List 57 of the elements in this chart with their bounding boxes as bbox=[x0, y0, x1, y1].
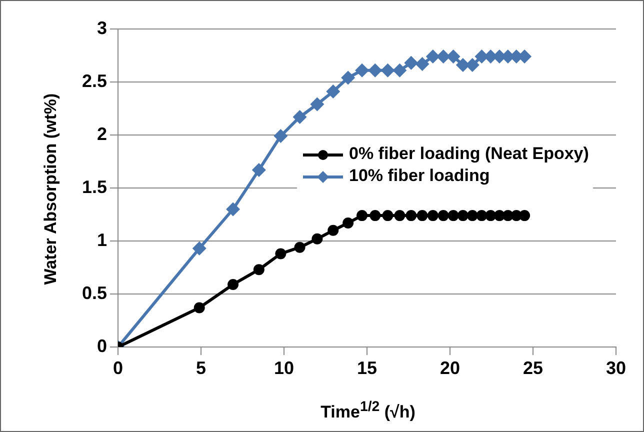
point bbox=[355, 63, 370, 78]
point bbox=[446, 50, 460, 64]
point bbox=[356, 210, 368, 222]
point bbox=[341, 70, 356, 85]
x-tick-label: 0 bbox=[112, 358, 124, 378]
point bbox=[485, 210, 496, 222]
point bbox=[406, 210, 417, 222]
point bbox=[394, 210, 406, 222]
point bbox=[382, 210, 394, 222]
y-tick-label: 1 bbox=[96, 230, 107, 250]
point bbox=[228, 278, 239, 290]
y-tick-label: 2 bbox=[96, 124, 107, 144]
legend-label: 0% fiber loading (Neat Epoxy) bbox=[348, 143, 589, 165]
point bbox=[448, 210, 459, 222]
y-tick-label: 3 bbox=[96, 18, 107, 38]
x-tick-label: 10 bbox=[274, 358, 294, 378]
point bbox=[328, 224, 339, 236]
point bbox=[519, 210, 530, 222]
point bbox=[392, 63, 407, 78]
point bbox=[427, 210, 438, 222]
point bbox=[275, 248, 286, 260]
x-tick-label: 15 bbox=[356, 358, 378, 378]
point bbox=[476, 210, 488, 222]
point bbox=[292, 110, 307, 124]
x-tick-label: 5 bbox=[196, 358, 206, 378]
point bbox=[426, 50, 440, 64]
x-axis-title: Time$^{1/2}$ (√h) bbox=[320, 399, 416, 423]
point bbox=[370, 210, 381, 222]
point bbox=[466, 210, 478, 222]
point bbox=[194, 302, 205, 314]
point bbox=[253, 264, 264, 276]
y-tick-label: 2.5 bbox=[82, 70, 107, 91]
legend-label: 10% fiber loading bbox=[348, 165, 491, 187]
point bbox=[294, 242, 306, 253]
y-tick-label: 1.5 bbox=[82, 176, 107, 197]
point bbox=[404, 56, 418, 70]
point bbox=[192, 241, 206, 256]
y-tick-label: 0 bbox=[96, 336, 107, 356]
point bbox=[274, 129, 288, 144]
x-tick-label: 20 bbox=[440, 358, 460, 378]
x-tick-label: 30 bbox=[606, 358, 626, 378]
point bbox=[310, 97, 324, 112]
point bbox=[457, 210, 468, 222]
point bbox=[438, 210, 449, 222]
point bbox=[436, 50, 450, 64]
point bbox=[326, 84, 340, 99]
point bbox=[415, 56, 430, 71]
point bbox=[226, 202, 240, 216]
y-tick-label: 0.5 bbox=[82, 282, 107, 303]
point bbox=[252, 162, 266, 177]
y-axis-title: Water Absorption (wt%) bbox=[41, 93, 61, 285]
point bbox=[342, 217, 354, 228]
point bbox=[368, 63, 382, 78]
point bbox=[380, 63, 395, 78]
point bbox=[312, 233, 323, 244]
x-tick-label: 25 bbox=[522, 358, 544, 378]
point bbox=[416, 210, 428, 222]
